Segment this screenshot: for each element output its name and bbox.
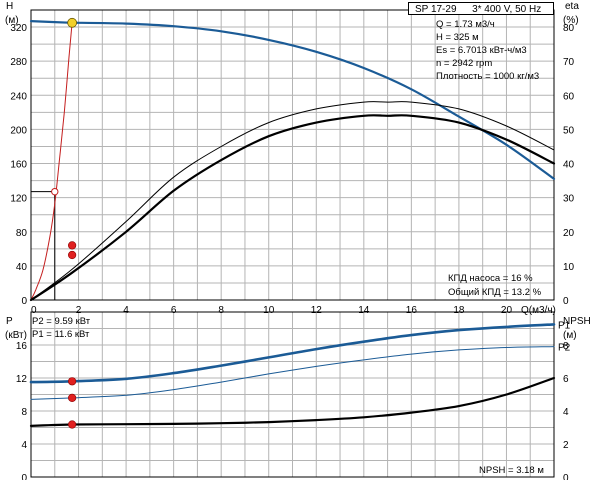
p-tick-label-12: 12 xyxy=(16,374,28,385)
top-plot-frame xyxy=(30,9,555,301)
p1-label: P1 = 11.6 кВт xyxy=(32,329,90,340)
flow-value: Q = 1.73 м3/ч xyxy=(436,19,495,30)
npsh-tick-label-8: 8 xyxy=(563,341,569,352)
q-tick-label-20: 20 xyxy=(501,305,513,316)
q-tick-label-8: 8 xyxy=(218,305,224,316)
h-tick-label-160: 160 xyxy=(10,160,27,171)
h-tick-label-240: 240 xyxy=(10,91,27,102)
q-tick-label-2: 2 xyxy=(76,305,82,316)
q-axis-title: Q(м3/ч) xyxy=(521,305,556,316)
bottom-duty-marker-0 xyxy=(68,377,77,386)
top-open-marker xyxy=(51,187,59,196)
bottom-plot-frame xyxy=(30,311,555,478)
series-line-p2 xyxy=(30,346,555,400)
speed-value: n = 2942 rpm xyxy=(436,58,493,69)
eta-tick-label-0: 0 xyxy=(563,296,569,307)
total-efficiency-label: Общий КПД = 13.2 % xyxy=(448,287,542,298)
specific-energy-value: Es = 6.7013 кВт-ч/м3 xyxy=(436,45,527,56)
h-axis-unit: (м) xyxy=(5,15,19,26)
density-value: Плотность = 1000 кг/м3 xyxy=(436,71,540,82)
q-tick-label-18: 18 xyxy=(453,305,465,316)
series-label-p2: P2 xyxy=(558,343,571,354)
eta-tick-label-60: 60 xyxy=(563,91,575,102)
eta-axis-unit: (%) xyxy=(563,15,579,26)
npsh-tick-label-6: 6 xyxy=(563,374,569,385)
pump-model-box: SP 17-29 3* 400 V, 50 Hz xyxy=(408,2,554,15)
series-label-p1: P1 xyxy=(558,320,571,331)
p-tick-label-8: 8 xyxy=(21,407,27,418)
p-axis-title: P xyxy=(6,316,13,327)
head-value: H = 325 м xyxy=(436,32,479,43)
p2-label: P2 = 9.59 кВт xyxy=(32,316,91,327)
bottom-duty-marker-1 xyxy=(68,393,77,402)
eta-axis-title: eta xyxy=(565,1,579,12)
h-tick-label-280: 280 xyxy=(10,57,27,68)
npsh-tick-label-2: 2 xyxy=(563,440,569,451)
q-tick-label-0: 0 xyxy=(31,305,37,316)
eta-tick-label-50: 50 xyxy=(563,125,575,136)
q-tick-label-14: 14 xyxy=(358,305,370,316)
npsh-axis-unit: (м) xyxy=(563,330,577,341)
h-tick-label-320: 320 xyxy=(10,23,27,34)
pump-efficiency-label: КПД насоса = 16 % xyxy=(448,273,533,284)
h-tick-label-200: 200 xyxy=(10,125,27,136)
eta-tick-label-70: 70 xyxy=(563,57,575,68)
npsh-tick-label-0: 0 xyxy=(563,473,569,480)
p-tick-label-4: 4 xyxy=(21,440,27,451)
npsh-label: NPSH = 3.18 м xyxy=(479,465,544,476)
top-operating-point-marker xyxy=(67,17,78,28)
top-duty-marker-1 xyxy=(68,250,77,260)
p-tick-label-0: 0 xyxy=(21,473,27,480)
eta-tick-label-10: 10 xyxy=(563,262,575,273)
supply-spec: 3* 400 V, 50 Hz xyxy=(472,4,542,15)
q-tick-label-12: 12 xyxy=(311,305,323,316)
series-line-eta-pump xyxy=(30,101,555,301)
operating-point-info: Q = 1.73 м3/ч H = 325 м Es = 6.7013 кВт-… xyxy=(436,18,539,83)
q-tick-label-10: 10 xyxy=(263,305,275,316)
p-tick-label-16: 16 xyxy=(16,341,28,352)
npsh-tick-label-4: 4 xyxy=(563,407,569,418)
p-axis-unit: (кВт) xyxy=(5,330,27,341)
eta-tick-label-20: 20 xyxy=(563,228,575,239)
series-line-h xyxy=(29,20,556,180)
eta-tick-label-30: 30 xyxy=(563,194,575,205)
h-tick-label-80: 80 xyxy=(16,228,28,239)
pump-model: SP 17-29 xyxy=(415,4,457,15)
h-tick-label-120: 120 xyxy=(10,194,27,205)
h-tick-label-40: 40 xyxy=(16,262,28,273)
top-duty-marker-2 xyxy=(68,241,77,250)
series-line-p1 xyxy=(29,323,556,384)
q-tick-label-16: 16 xyxy=(406,305,418,316)
q-tick-label-6: 6 xyxy=(171,305,177,316)
q-tick-label-4: 4 xyxy=(123,305,129,316)
eta-tick-label-80: 80 xyxy=(563,23,575,34)
npsh-axis-title: NPSH xyxy=(563,316,591,327)
series-line-eta xyxy=(29,114,556,302)
eta-tick-label-40: 40 xyxy=(563,160,575,171)
h-tick-label-0: 0 xyxy=(21,296,27,307)
series-line-npsh xyxy=(29,376,556,427)
series-line-system xyxy=(30,22,73,301)
bottom-duty-marker-2 xyxy=(68,420,77,429)
h-axis-title: H xyxy=(6,1,13,12)
